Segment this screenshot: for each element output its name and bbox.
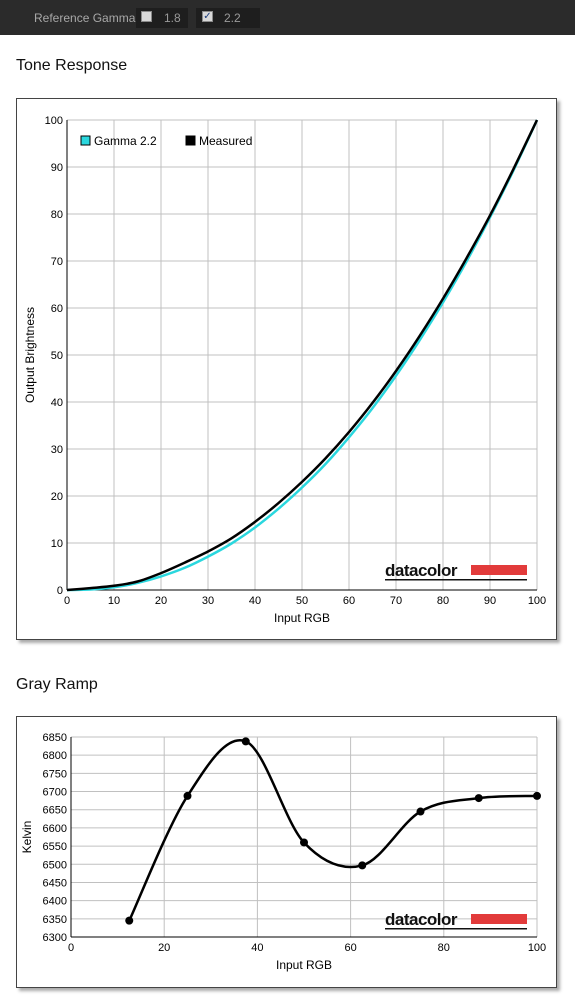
x-tick-label: 100 — [528, 595, 546, 607]
gray-ramp-title: Gray Ramp — [16, 676, 98, 693]
y-tick-label: 6300 — [43, 932, 67, 944]
y-tick-label: 6800 — [43, 750, 67, 762]
y-tick-label: 6850 — [43, 732, 67, 744]
x-tick-label: 80 — [438, 942, 450, 954]
x-tick-label: 40 — [249, 595, 261, 607]
data-point — [416, 807, 425, 816]
y-tick-label: 80 — [51, 209, 63, 221]
gray-ramp-chart-frame: 0 20 40 60 80 100 6300 6350 6400 6450 6500 6550 6600… — [16, 716, 557, 988]
y-tick-label: 0 — [57, 585, 63, 597]
x-tick-label: 70 — [390, 595, 402, 607]
x-tick-label: 80 — [437, 595, 449, 607]
tone-response-title: Tone Response — [16, 57, 128, 74]
datacolor-logo-underline — [385, 579, 527, 581]
y-tick-label: 6750 — [43, 768, 67, 780]
tone-response-chart: 0 10 20 30 40 50 60 70 80 90 100 0 10 20 30 40 50 60 70 80 9… — [23, 115, 546, 625]
y-tick-label: 50 — [51, 350, 63, 362]
y-axis-label: Output Brightness — [23, 307, 37, 403]
data-point — [183, 791, 192, 800]
series-line-measured — [66, 119, 539, 592]
datacolor-logo-bar — [471, 914, 527, 924]
datacolor-logo-bar — [471, 565, 527, 575]
y-axis-label: Kelvin — [20, 821, 34, 854]
x-tick-label: 30 — [202, 595, 214, 607]
x-tick-label: 60 — [344, 942, 356, 954]
y-tick-label: 10 — [51, 538, 63, 550]
x-tick-label: 20 — [155, 595, 167, 607]
y-tick-label: 100 — [45, 115, 63, 127]
legend-label: Gamma 2.2 — [94, 134, 157, 148]
x-tick-label: 0 — [68, 942, 74, 954]
plot-area — [71, 737, 537, 937]
y-tick-label: 6350 — [43, 914, 67, 926]
x-tick-label: 50 — [296, 595, 308, 607]
legend-swatch — [185, 135, 196, 146]
toolbar: Reference Gamma: 1.8 ✓ 2.2 — [0, 0, 575, 35]
datacolor-logo-underline — [385, 928, 527, 930]
gamma-2-2-checkbox[interactable]: ✓ — [202, 11, 213, 22]
x-axis-label: Input RGB — [274, 611, 330, 625]
y-tick-label: 6700 — [43, 787, 67, 799]
data-point — [358, 861, 367, 870]
gamma-1-8-checkbox[interactable] — [141, 11, 152, 22]
x-tick-label: 90 — [484, 595, 496, 607]
y-tick-label: 6400 — [43, 896, 67, 908]
y-tick-label: 6450 — [43, 877, 67, 889]
legend-swatch — [80, 135, 91, 146]
y-tick-label: 6650 — [43, 805, 67, 817]
data-point — [125, 916, 134, 925]
y-tick-label: 6500 — [43, 859, 67, 871]
tone-response-chart-frame: 0 10 20 30 40 50 60 70 80 90 100 0 10 20 30 40 50 60 70 80 9… — [16, 98, 557, 640]
data-point — [474, 794, 483, 803]
y-tick-label: 60 — [51, 303, 63, 315]
y-tick-label: 90 — [51, 162, 63, 174]
x-tick-label: 60 — [343, 595, 355, 607]
x-tick-label: 0 — [64, 595, 70, 607]
datacolor-logo-text: datacolor — [385, 561, 458, 580]
gray-ramp-chart: 0 20 40 60 80 100 6300 6350 6400 6450 6500 6550 6600… — [20, 732, 546, 972]
y-tick-label: 20 — [51, 491, 63, 503]
x-tick-label: 100 — [528, 942, 546, 954]
gamma-1-8-label: 1.8 — [164, 11, 181, 25]
gamma-1-8-option[interactable]: 1.8 — [136, 8, 188, 28]
x-tick-label: 10 — [108, 595, 120, 607]
y-tick-label: 6550 — [43, 841, 67, 853]
gamma-2-2-option[interactable]: ✓ 2.2 — [196, 8, 260, 28]
y-tick-label: 70 — [51, 256, 63, 268]
gamma-2-2-label: 2.2 — [224, 11, 241, 25]
data-point — [300, 838, 308, 847]
series-line-gamma-2-2 — [66, 119, 539, 592]
y-tick-label: 30 — [51, 444, 63, 456]
x-tick-label: 20 — [158, 942, 170, 954]
data-point — [241, 737, 250, 746]
y-tick-label: 6600 — [43, 823, 67, 835]
x-tick-label: 40 — [251, 942, 263, 954]
x-axis-label: Input RGB — [276, 958, 332, 972]
y-tick-label: 40 — [51, 397, 63, 409]
datacolor-logo-text: datacolor — [385, 910, 458, 929]
reference-gamma-label: Reference Gamma: — [34, 11, 139, 25]
legend-label: Measured — [199, 134, 252, 148]
data-point — [533, 791, 541, 800]
